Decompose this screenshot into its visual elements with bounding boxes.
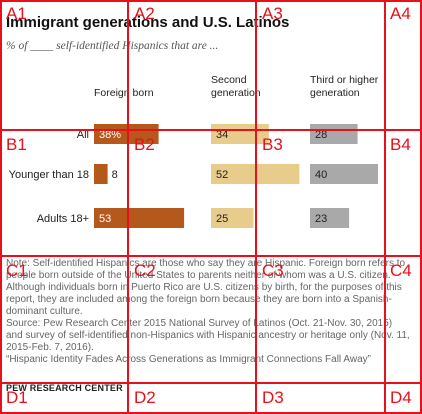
grid-label-b3: B3 (262, 135, 283, 154)
grid-label-d1: D1 (6, 388, 28, 407)
grid-label-c3: C3 (262, 261, 284, 280)
source-text: Source: Pew Research Center 2015 Nationa… (6, 318, 410, 353)
panel-header-1: Foreign born (94, 87, 154, 99)
grid-label-a3: A3 (262, 4, 283, 23)
panel-header-3: generation (310, 87, 360, 99)
grid-label-c4: C4 (390, 261, 412, 280)
grid-label-d2: D2 (134, 388, 156, 407)
grid-label-b2: B2 (134, 135, 155, 154)
data-label-s3-c1: 28 (315, 129, 327, 141)
grid-label-c1: C1 (6, 261, 28, 280)
data-label-s2-c1: 34 (216, 129, 228, 141)
grid-label-d3: D3 (262, 388, 284, 407)
category-label-2: Younger than 18 (9, 169, 89, 181)
data-label-s2-c2: 52 (216, 169, 228, 181)
data-label-s3-c3: 23 (315, 213, 327, 225)
grid-label-a1: A1 (6, 4, 27, 23)
grid-label-d4: D4 (390, 388, 412, 407)
data-label-s1-c3: 53 (99, 213, 111, 225)
data-label-s2-c3: 25 (216, 213, 228, 225)
category-label-1: All (77, 129, 89, 141)
grid-label-a2: A2 (134, 4, 155, 23)
data-label-s1-c2: 8 (112, 169, 118, 181)
chart-subtitle: % of ____ self-identified Hispanics that… (6, 40, 219, 52)
chart-title: Immigrant generations and U.S. Latinos (6, 14, 290, 31)
data-label-s3-c2: 40 (315, 169, 327, 181)
bar-s1-c2 (94, 164, 108, 184)
notes-block: Note: Self-identified Hispanics are thos… (6, 258, 410, 366)
panel-header-3: Third or higher (310, 74, 379, 86)
grid-label-c2: C2 (134, 261, 156, 280)
note-text: Note: Self-identified Hispanics are thos… (6, 258, 406, 317)
category-label-3: Adults 18+ (37, 213, 89, 225)
grid-label-b1: B1 (6, 135, 27, 154)
data-label-s1-c1: 38% (99, 129, 121, 141)
grid-label-b4: B4 (390, 135, 411, 154)
panel-header-2: generation (211, 87, 261, 99)
panel-header-2: Second (211, 74, 247, 86)
grid-label-a4: A4 (390, 4, 411, 23)
report-title: “Hispanic Identity Fades Across Generati… (6, 354, 371, 365)
